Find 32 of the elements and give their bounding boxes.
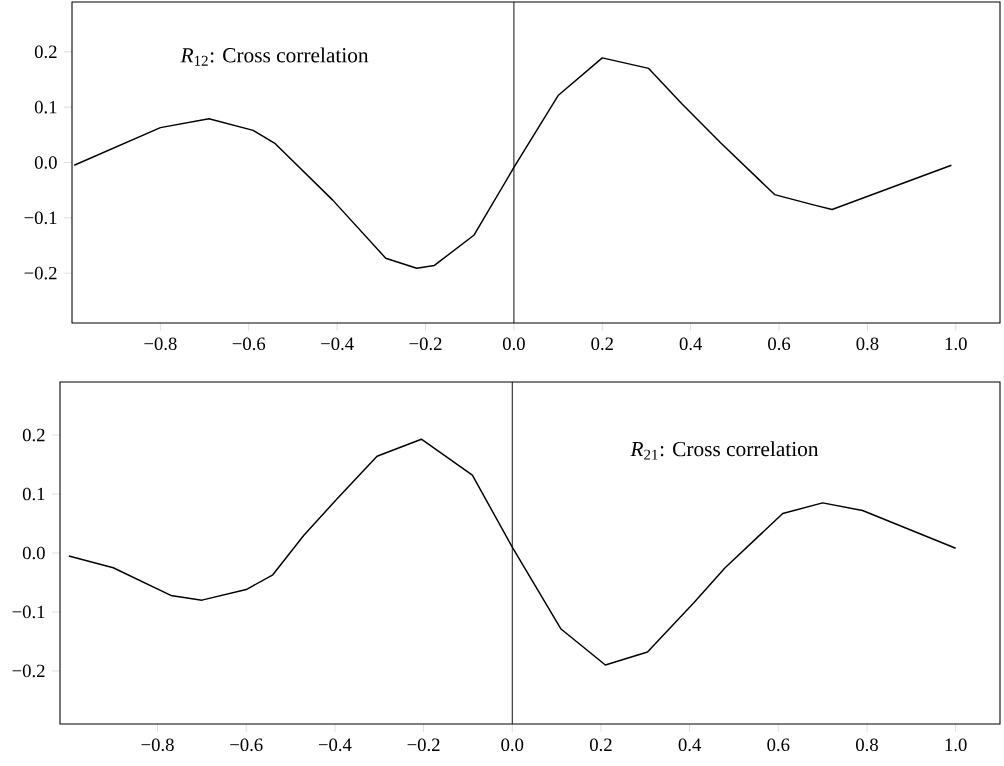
x-tick-label: 0.2 xyxy=(589,738,612,752)
x-tick-label: −0.6 xyxy=(230,738,263,752)
y-tick-label: 0.2 xyxy=(22,428,45,442)
annotation: R$_{12}$: Cross correlation xyxy=(180,47,369,66)
y-tick-label: −0.1 xyxy=(24,211,57,225)
x-tick-label: 0.6 xyxy=(768,337,791,351)
y-tick-label: 0.0 xyxy=(34,156,57,169)
y-tick-label: −0.2 xyxy=(12,664,45,678)
x-tick-label: −0.8 xyxy=(141,738,174,752)
x-tick-label: 0.2 xyxy=(591,337,613,351)
x-tick-label: 0.8 xyxy=(856,337,879,351)
y-tick-label: 0.1 xyxy=(34,100,57,114)
y-tick-label: 0.2 xyxy=(34,45,57,59)
y-tick-label: −0.1 xyxy=(12,605,45,619)
y-tick-label: −0.2 xyxy=(24,266,57,280)
x-tick-label: −0.2 xyxy=(409,337,442,351)
x-tick-label: 0.6 xyxy=(767,738,790,752)
x-tick-label: 0.4 xyxy=(678,738,702,752)
x-tick-label: −0.6 xyxy=(232,337,266,351)
x-tick-label: 1.0 xyxy=(945,738,967,752)
y-tick-label: 0.1 xyxy=(22,487,45,501)
y-tick-label: 0.0 xyxy=(22,546,45,560)
x-tick-label: −0.4 xyxy=(318,738,352,752)
x-tick-label: 0.0 xyxy=(502,337,525,351)
x-tick-label: 1.0 xyxy=(945,337,967,351)
x-tick-label: −0.2 xyxy=(407,738,440,752)
x-tick-label: 0.4 xyxy=(679,337,703,351)
annotation: R$_{21}$: Cross correlation xyxy=(630,441,819,460)
x-tick-label: −0.8 xyxy=(144,337,177,351)
x-tick-label: 0.8 xyxy=(856,738,878,752)
x-tick-label: −0.4 xyxy=(321,337,354,351)
x-tick-label: 0.0 xyxy=(501,738,524,752)
